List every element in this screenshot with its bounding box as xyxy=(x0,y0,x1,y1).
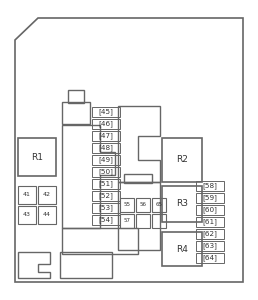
Bar xyxy=(92,143,120,153)
Bar xyxy=(92,107,120,117)
Bar xyxy=(124,174,152,183)
Text: R1: R1 xyxy=(31,152,43,161)
Text: 65: 65 xyxy=(156,202,163,208)
Text: 56: 56 xyxy=(140,202,147,208)
Text: R3: R3 xyxy=(176,200,188,208)
Text: [52]: [52] xyxy=(99,193,114,200)
Bar xyxy=(196,205,224,215)
Text: R2: R2 xyxy=(176,155,188,164)
Bar xyxy=(162,232,202,266)
Bar xyxy=(62,228,138,254)
Bar xyxy=(38,206,56,224)
Bar xyxy=(196,193,224,203)
Text: 55: 55 xyxy=(124,202,131,208)
Text: [46]: [46] xyxy=(99,121,114,128)
Bar xyxy=(18,206,36,224)
Text: [58]: [58] xyxy=(203,183,217,189)
Text: [63]: [63] xyxy=(203,243,217,249)
Bar xyxy=(92,131,120,141)
Text: [48]: [48] xyxy=(99,145,114,152)
Bar xyxy=(120,198,134,212)
Bar xyxy=(68,90,84,103)
Bar xyxy=(92,215,120,225)
Bar xyxy=(136,198,150,212)
Text: [45]: [45] xyxy=(99,109,114,116)
Bar xyxy=(92,119,120,129)
Bar xyxy=(162,138,202,182)
Text: [64]: [64] xyxy=(203,255,217,261)
Bar xyxy=(196,253,224,263)
Text: 57: 57 xyxy=(124,218,131,224)
Bar xyxy=(18,138,56,176)
Text: 42: 42 xyxy=(43,193,51,197)
Bar xyxy=(136,214,150,228)
Bar xyxy=(92,203,120,213)
Bar xyxy=(120,214,134,228)
Bar xyxy=(196,241,224,251)
Text: [61]: [61] xyxy=(203,219,217,225)
Text: [54]: [54] xyxy=(99,217,114,224)
Text: [59]: [59] xyxy=(203,195,217,201)
Text: [53]: [53] xyxy=(99,205,114,212)
Bar xyxy=(196,217,224,227)
Text: 41: 41 xyxy=(23,193,31,197)
Bar xyxy=(38,186,56,204)
Bar xyxy=(18,186,36,204)
Bar xyxy=(196,181,224,191)
Bar xyxy=(196,229,224,239)
Bar xyxy=(118,182,160,250)
Text: [50]: [50] xyxy=(99,169,114,176)
Bar xyxy=(62,102,90,124)
Text: [51]: [51] xyxy=(99,181,114,188)
Text: [47]: [47] xyxy=(99,133,114,140)
Text: 44: 44 xyxy=(43,212,51,217)
Bar xyxy=(92,155,120,165)
Bar xyxy=(60,252,112,278)
Bar xyxy=(152,214,166,228)
Text: R4: R4 xyxy=(176,244,188,253)
Text: [60]: [60] xyxy=(203,207,217,213)
Text: 43: 43 xyxy=(23,212,31,217)
Bar xyxy=(162,186,202,222)
Bar xyxy=(92,167,120,177)
Bar xyxy=(152,198,166,212)
Bar xyxy=(92,179,120,189)
Text: [49]: [49] xyxy=(99,157,114,164)
Text: [62]: [62] xyxy=(203,231,217,237)
Bar xyxy=(92,191,120,201)
